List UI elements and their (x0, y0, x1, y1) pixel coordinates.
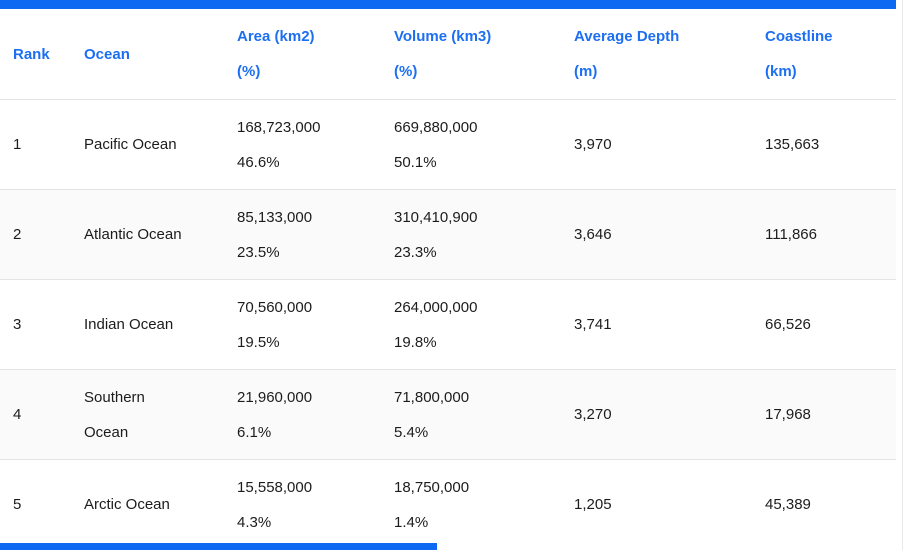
cell-area: 85,133,000 23.5% (224, 190, 381, 279)
cell-depth: 3,741 (561, 280, 752, 369)
cell-depth: 3,270 (561, 370, 752, 459)
depth-value: 3,270 (574, 406, 612, 423)
cell-rank: 1 (0, 100, 71, 189)
column-header-coastline: Coastline (km) (752, 9, 896, 99)
coastline-value: 135,663 (765, 136, 820, 153)
oceans-table: Rank Ocean Area (km2) (%) Volume (km3) (… (0, 9, 896, 549)
coastline-value: 111,866 (765, 226, 817, 243)
rank-value: 4 (13, 406, 22, 423)
ocean-name: Arctic Ocean (84, 496, 170, 513)
cell-area: 21,960,000 6.1% (224, 370, 381, 459)
volume-value: 71,800,000 (394, 388, 470, 406)
cell-volume: 18,750,000 1.4% (381, 460, 561, 549)
volume-percent: 5.4% (394, 423, 429, 441)
depth-value: 3,741 (574, 316, 612, 333)
column-header-ocean: Ocean (71, 9, 224, 99)
table-row: 3 Indian Ocean 70,560,000 19.5% 264,000,… (0, 279, 896, 369)
header-label: Average Depth (574, 28, 680, 45)
cell-area: 70,560,000 19.5% (224, 280, 381, 369)
header-label: Coastline (765, 28, 833, 45)
cell-coastline: 66,526 (752, 280, 896, 369)
cell-depth: 1,205 (561, 460, 752, 549)
area-value: 15,558,000 (237, 478, 313, 496)
top-accent-bar (0, 0, 896, 9)
page-right-divider (902, 0, 903, 550)
header-label: Area (km2) (237, 28, 315, 45)
cell-area: 168,723,000 46.6% (224, 100, 381, 189)
table-header-row: Rank Ocean Area (km2) (%) Volume (km3) (… (0, 9, 896, 99)
cell-rank: 4 (0, 370, 71, 459)
cell-volume: 310,410,900 23.3% (381, 190, 561, 279)
ocean-name: Southern Ocean (84, 388, 145, 441)
table-row: 5 Arctic Ocean 15,558,000 4.3% 18,750,00… (0, 459, 896, 549)
cell-coastline: 17,968 (752, 370, 896, 459)
ocean-name: Indian Ocean (84, 316, 174, 333)
column-header-volume: Volume (km3) (%) (381, 9, 561, 99)
area-percent: 23.5% (237, 243, 280, 261)
volume-percent: 1.4% (394, 513, 429, 531)
area-percent: 46.6% (237, 153, 280, 171)
coastline-value: 17,968 (765, 406, 811, 423)
volume-value: 669,880,000 (394, 118, 478, 136)
rank-value: 1 (13, 136, 22, 153)
rank-value: 3 (13, 316, 22, 333)
area-value: 168,723,000 (237, 118, 321, 136)
cell-volume: 264,000,000 19.8% (381, 280, 561, 369)
cell-ocean: Southern Ocean (71, 370, 224, 459)
volume-percent: 19.8% (394, 333, 437, 351)
rank-value: 2 (13, 226, 22, 243)
cell-coastline: 111,866 (752, 190, 896, 279)
bottom-accent-bar (0, 543, 437, 550)
header-label: Volume (km3) (394, 28, 492, 45)
header-label: Ocean (84, 45, 130, 63)
header-label-unit: (%) (394, 63, 418, 80)
table-row: 1 Pacific Ocean 168,723,000 46.6% 669,88… (0, 99, 896, 189)
table-row: 4 Southern Ocean 21,960,000 6.1% 71,800,… (0, 369, 896, 459)
volume-value: 264,000,000 (394, 298, 478, 316)
header-label-unit: (%) (237, 63, 261, 80)
coastline-value: 66,526 (765, 316, 811, 333)
header-label-unit: (m) (574, 63, 598, 80)
header-label-unit: (km) (765, 63, 797, 80)
cell-volume: 71,800,000 5.4% (381, 370, 561, 459)
area-percent: 6.1% (237, 423, 272, 441)
area-percent: 4.3% (237, 513, 272, 531)
cell-ocean: Atlantic Ocean (71, 190, 224, 279)
table-row: 2 Atlantic Ocean 85,133,000 23.5% 310,41… (0, 189, 896, 279)
cell-rank: 3 (0, 280, 71, 369)
cell-ocean: Arctic Ocean (71, 460, 224, 549)
area-value: 85,133,000 (237, 208, 313, 226)
depth-value: 1,205 (574, 496, 612, 513)
volume-percent: 50.1% (394, 153, 437, 171)
cell-depth: 3,646 (561, 190, 752, 279)
depth-value: 3,970 (574, 136, 612, 153)
cell-ocean: Indian Ocean (71, 280, 224, 369)
area-value: 21,960,000 (237, 388, 313, 406)
cell-volume: 669,880,000 50.1% (381, 100, 561, 189)
cell-coastline: 135,663 (752, 100, 896, 189)
column-header-rank: Rank (0, 9, 71, 99)
area-percent: 19.5% (237, 333, 280, 351)
cell-coastline: 45,389 (752, 460, 896, 549)
cell-depth: 3,970 (561, 100, 752, 189)
header-label: Rank (13, 45, 50, 63)
depth-value: 3,646 (574, 226, 612, 243)
rank-value: 5 (13, 496, 22, 513)
ocean-name: Atlantic Ocean (84, 226, 182, 243)
volume-value: 310,410,900 (394, 208, 478, 226)
cell-rank: 5 (0, 460, 71, 549)
cell-rank: 2 (0, 190, 71, 279)
area-value: 70,560,000 (237, 298, 313, 316)
volume-percent: 23.3% (394, 243, 437, 261)
column-header-depth: Average Depth (m) (561, 9, 752, 99)
cell-ocean: Pacific Ocean (71, 100, 224, 189)
volume-value: 18,750,000 (394, 478, 470, 496)
coastline-value: 45,389 (765, 496, 811, 513)
cell-area: 15,558,000 4.3% (224, 460, 381, 549)
column-header-area: Area (km2) (%) (224, 9, 381, 99)
ocean-name: Pacific Ocean (84, 136, 177, 153)
